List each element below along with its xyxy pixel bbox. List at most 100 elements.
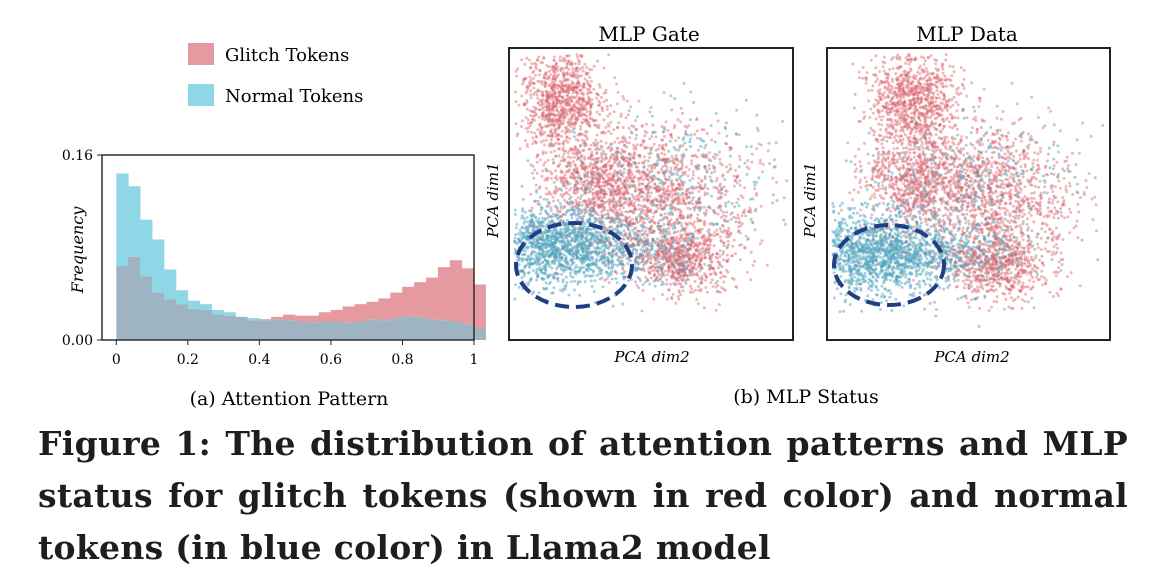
glitch-point: [544, 186, 548, 190]
glitch-point: [666, 128, 670, 132]
glitch-point: [615, 151, 618, 155]
normal-point: [526, 281, 530, 285]
normal-point: [584, 235, 588, 239]
glitch-point: [547, 76, 551, 80]
normal-bar: [152, 239, 165, 293]
normal-point: [623, 144, 627, 147]
glitch-point: [610, 250, 614, 254]
normal-point: [529, 262, 533, 266]
glitch-point: [575, 82, 579, 86]
glitch-point: [533, 118, 537, 122]
glitch-point: [681, 289, 685, 293]
glitch-point: [726, 170, 730, 174]
normal-point: [704, 143, 708, 147]
normal-point: [518, 228, 522, 232]
normal-point: [523, 219, 527, 223]
glitch-point: [617, 141, 621, 145]
glitch-point: [608, 159, 612, 162]
normal-point: [567, 164, 570, 168]
glitch-point: [612, 192, 616, 196]
glitch-point: [669, 159, 673, 163]
glitch-point: [556, 100, 559, 103]
glitch-point: [564, 125, 568, 129]
normal-point: [710, 171, 714, 175]
glitch-point: [676, 118, 680, 122]
glitch-point: [695, 298, 699, 301]
glitch-point: [562, 110, 566, 114]
normal-bar: [211, 309, 224, 315]
glitch-point: [725, 260, 729, 264]
glitch-point: [524, 139, 527, 142]
glitch-point: [704, 249, 708, 253]
glitch-point: [666, 198, 670, 202]
normal-point: [660, 241, 664, 245]
glitch-point: [593, 123, 597, 127]
normal-point: [564, 230, 568, 234]
glitch-point: [536, 128, 540, 132]
glitch-point: [721, 174, 724, 178]
normal-point: [567, 293, 571, 297]
glitch-point: [719, 235, 722, 239]
glitch-point: [699, 281, 702, 285]
glitch-point: [573, 62, 577, 66]
glitch-point: [625, 175, 629, 179]
glitch-point: [699, 231, 703, 235]
glitch-point: [563, 110, 567, 114]
glitch-point: [527, 126, 531, 130]
glitch-point: [725, 253, 729, 257]
glitch-point: [751, 264, 755, 267]
glitch-point: [590, 170, 594, 174]
histogram-bars: [116, 173, 486, 340]
glitch-point: [601, 228, 605, 232]
glitch-point: [697, 148, 700, 152]
normal-point: [620, 259, 624, 263]
glitch-point: [681, 285, 685, 289]
glitch-point: [573, 108, 577, 112]
normal-point: [649, 261, 653, 265]
glitch-point: [578, 133, 582, 137]
glitch-point: [613, 180, 617, 184]
glitch-point: [652, 269, 656, 273]
glitch-point: [554, 134, 558, 138]
glitch-point: [663, 152, 667, 156]
overlap-bar: [402, 315, 415, 340]
glitch-point: [692, 252, 696, 256]
normal-point: [622, 277, 626, 281]
normal-point: [593, 217, 597, 220]
glitch-point: [560, 108, 564, 112]
glitch-point: [650, 265, 654, 269]
glitch-point: [693, 226, 697, 230]
glitch-point: [568, 121, 572, 125]
glitch-point: [598, 204, 602, 208]
glitch-point: [735, 285, 738, 289]
glitch-point: [698, 269, 702, 273]
glitch-point: [545, 178, 549, 182]
glitch-point: [578, 96, 582, 100]
glitch-point: [643, 173, 647, 177]
normal-point: [523, 249, 527, 253]
glitch-point: [559, 69, 563, 73]
glitch-point: [590, 174, 594, 178]
normal-point: [697, 181, 701, 185]
normal-point: [591, 250, 595, 254]
normal-point: [536, 274, 540, 278]
glitch-point: [575, 53, 579, 56]
normal-point: [688, 260, 692, 264]
glitch-point: [589, 189, 593, 193]
glitch-point: [686, 263, 690, 267]
glitch-point: [681, 250, 685, 253]
glitch-point: [627, 126, 631, 130]
glitch-point: [653, 182, 657, 186]
glitch-point: [582, 167, 586, 171]
glitch-point: [661, 165, 665, 169]
glitch-point: [642, 198, 645, 202]
normal-point: [718, 150, 721, 154]
glitch-point: [582, 214, 586, 218]
glitch-point: [656, 206, 660, 210]
glitch-point: [540, 93, 544, 97]
glitch-point: [719, 271, 723, 275]
glitch-point: [689, 284, 692, 288]
glitch-point: [717, 260, 721, 264]
glitch-point: [536, 88, 540, 92]
normal-point: [595, 165, 599, 169]
